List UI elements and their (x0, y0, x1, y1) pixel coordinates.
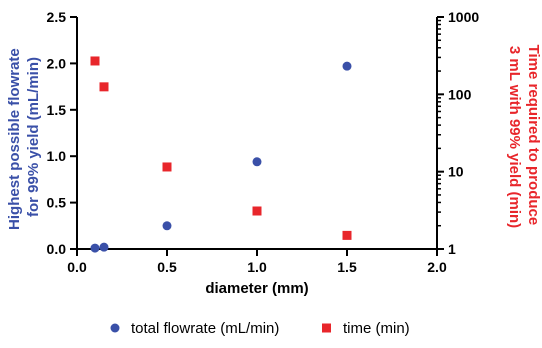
flowrate-point (90, 243, 100, 253)
flowrate-point (342, 61, 352, 71)
left-y-tick-label: 0.5 (47, 195, 67, 211)
right-y-tick-label: 10 (448, 164, 464, 180)
right-axis-title: Time required to produce 3 mL with 99% y… (506, 45, 542, 230)
left-axis-title: Highest possible flowrate for 99% yield … (6, 44, 42, 230)
left-y-tick-label: 2.0 (47, 55, 67, 71)
left-y-tick-label: 0.0 (47, 241, 67, 257)
right-axis-title-line-1: Time required to produce (525, 45, 542, 226)
left-y-tick-label: 1.0 (47, 148, 67, 164)
time-point (99, 82, 109, 92)
x-axis-title: diameter (mm) (205, 280, 308, 297)
x-tick-label: 0.5 (157, 259, 177, 275)
legend-label-flowrate: total flowrate (mL/min) (131, 320, 279, 337)
x-tick-label: 0.0 (67, 259, 87, 275)
time-point (90, 56, 100, 66)
legend-circle-marker (110, 323, 120, 333)
time-point (252, 206, 262, 216)
legend-square-marker (322, 323, 331, 333)
flowrate-point (162, 221, 172, 231)
right-y-tick-label: 1 (448, 241, 456, 257)
legend-label-time: time (min) (343, 320, 410, 337)
x-tick-label: 1.0 (247, 259, 267, 275)
right-axis-ticks: 1 10 100 1000 (437, 9, 479, 257)
left-y-tick-label: 1.5 (47, 102, 67, 118)
x-tick-label: 2.0 (427, 259, 447, 275)
right-y-tick-label: 1000 (448, 9, 479, 25)
left-y-tick-label: 2.5 (47, 9, 67, 25)
right-y-tick-label: 100 (448, 86, 472, 102)
x-axis-ticks: 0.0 0.5 1.0 1.5 2.0 (67, 249, 447, 275)
flowrate-point (99, 242, 109, 252)
data-points (90, 56, 352, 253)
plot-area: 0.0 0.5 1.0 1.5 2.0 0.0 0.5 1.0 1.5 2.0 2.5 1 10 10… (47, 9, 480, 275)
left-axis-title-line-1: Highest possible flowrate (6, 48, 23, 230)
flowrate-point (252, 157, 262, 167)
time-point (162, 162, 172, 172)
left-axis-ticks: 0.0 0.5 1.0 1.5 2.0 2.5 (47, 9, 77, 257)
time-point (342, 230, 352, 240)
x-tick-label: 1.5 (337, 259, 357, 275)
right-axis-title-line-2: 3 mL with 99% yield (min) (506, 46, 523, 228)
legend: total flowrate (mL/min) time (min) (110, 320, 410, 337)
left-axis-title-line-2: for 99% yield (mL/min) (25, 57, 42, 217)
